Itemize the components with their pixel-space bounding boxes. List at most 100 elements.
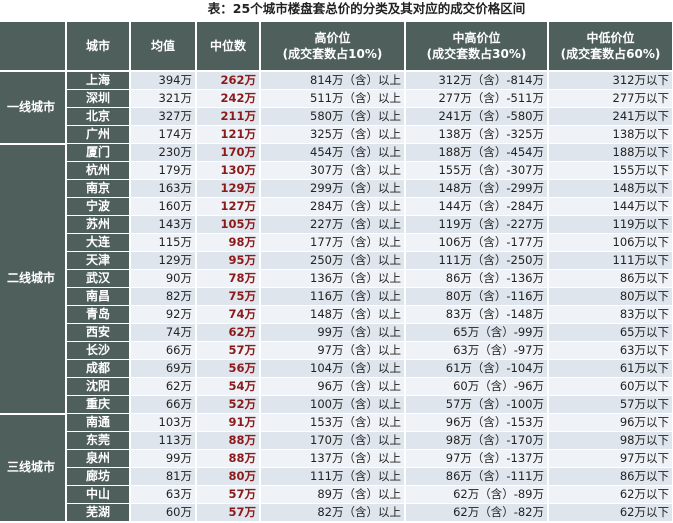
midlow-price-cell: 188万以下 — [548, 143, 673, 162]
mean-cell: 103万 — [130, 413, 197, 432]
table-row: 长沙 66万 57万 97万（含）以上 63万（含）-97万 63万以下 — [0, 341, 673, 360]
header-tier — [0, 22, 67, 70]
midlow-price-cell: 80万以下 — [548, 287, 673, 306]
city-cell: 东莞 — [66, 431, 131, 450]
city-cell: 青岛 — [66, 305, 131, 324]
midlow-price-cell: 60万以下 — [548, 377, 673, 396]
high-price-cell: 284万（含）以上 — [260, 197, 406, 216]
midhigh-price-cell: 312万（含）-814万 — [405, 72, 549, 90]
mean-cell: 66万 — [130, 341, 197, 360]
high-price-cell: 104万（含）以上 — [260, 359, 406, 378]
table-row: 成都 69万 56万 104万（含）以上 61万（含）-104万 61万以下 — [0, 359, 673, 378]
midlow-price-cell: 61万以下 — [548, 359, 673, 378]
header-high-sub: (成交套数占10%) — [282, 47, 383, 61]
table-row: 中山 63万 57万 89万（含）以上 62万（含）-89万 62万以下 — [0, 485, 673, 504]
midhigh-price-cell: 63万（含）-97万 — [405, 341, 549, 360]
midlow-price-cell: 98万以下 — [548, 431, 673, 450]
midlow-price-cell: 277万以下 — [548, 89, 673, 108]
high-price-cell: 111万（含）以上 — [260, 467, 406, 486]
median-cell: 262万 — [196, 72, 261, 90]
midhigh-price-cell: 155万（含）-307万 — [405, 161, 549, 180]
city-cell: 西安 — [66, 323, 131, 342]
midlow-price-cell: 86万以下 — [548, 269, 673, 288]
median-cell: 57万 — [196, 485, 261, 504]
table-row: 杭州 179万 130万 307万（含）以上 155万（含）-307万 155万以下 — [0, 161, 673, 180]
high-price-cell: 814万（含）以上 — [260, 72, 406, 90]
high-price-cell: 116万（含）以上 — [260, 287, 406, 306]
mean-cell: 82万 — [130, 287, 197, 306]
city-cell: 大连 — [66, 233, 131, 252]
median-cell: 105万 — [196, 215, 261, 234]
mean-cell: 60万 — [130, 503, 197, 522]
median-cell: 91万 — [196, 413, 261, 432]
median-cell: 95万 — [196, 251, 261, 270]
high-price-cell: 170万（含）以上 — [260, 431, 406, 450]
midhigh-price-cell: 62万（含）-89万 — [405, 485, 549, 504]
header-city: 城市 — [66, 22, 131, 70]
midlow-price-cell: 148万以下 — [548, 179, 673, 198]
median-cell: 57万 — [196, 503, 261, 522]
median-cell: 130万 — [196, 161, 261, 180]
midlow-price-cell: 65万以下 — [548, 323, 673, 342]
high-price-cell: 307万（含）以上 — [260, 161, 406, 180]
median-cell: 54万 — [196, 377, 261, 396]
midlow-price-cell: 111万以下 — [548, 251, 673, 270]
mean-cell: 174万 — [130, 125, 197, 144]
median-cell: 127万 — [196, 197, 261, 216]
header-midlow-sub: (成交套数占60%) — [560, 47, 661, 61]
high-price-cell: 454万（含）以上 — [260, 143, 406, 162]
midhigh-price-cell: 144万（含）-284万 — [405, 197, 549, 216]
city-cell: 重庆 — [66, 395, 131, 414]
table-row: 青岛 92万 74万 148万（含）以上 83万（含）-148万 83万以下 — [0, 305, 673, 324]
midhigh-price-cell: 57万（含）-100万 — [405, 395, 549, 414]
median-cell: 62万 — [196, 323, 261, 342]
median-cell: 78万 — [196, 269, 261, 288]
high-price-cell: 96万（含）以上 — [260, 377, 406, 396]
high-price-cell: 325万（含）以上 — [260, 125, 406, 144]
midhigh-price-cell: 62万（含）-82万 — [405, 503, 549, 522]
midlow-price-cell: 83万以下 — [548, 305, 673, 324]
city-cell: 天津 — [66, 251, 131, 270]
midlow-price-cell: 155万以下 — [548, 161, 673, 180]
mean-cell: 321万 — [130, 89, 197, 108]
midhigh-price-cell: 106万（含）-177万 — [405, 233, 549, 252]
mean-cell: 230万 — [130, 143, 197, 162]
median-cell: 88万 — [196, 449, 261, 468]
high-price-cell: 97万（含）以上 — [260, 341, 406, 360]
table-row: 苏州 143万 105万 227万（含）以上 119万（含）-227万 119万以下 — [0, 215, 673, 234]
midlow-price-cell: 241万以下 — [548, 107, 673, 126]
midhigh-price-cell: 60万（含）-96万 — [405, 377, 549, 396]
median-cell: 170万 — [196, 143, 261, 162]
high-price-cell: 250万（含）以上 — [260, 251, 406, 270]
midlow-price-cell: 96万以下 — [548, 413, 673, 432]
median-cell: 129万 — [196, 179, 261, 198]
median-cell: 242万 — [196, 89, 261, 108]
mean-cell: 90万 — [130, 269, 197, 288]
city-cell: 廊坊 — [66, 467, 131, 486]
header-midhigh-sub: (成交套数占30%) — [426, 47, 527, 61]
mean-cell: 113万 — [130, 431, 197, 450]
mean-cell: 63万 — [130, 485, 197, 504]
mean-cell: 74万 — [130, 323, 197, 342]
mean-cell: 327万 — [130, 107, 197, 126]
high-price-cell: 82万（含）以上 — [260, 503, 406, 522]
mean-cell: 160万 — [130, 197, 197, 216]
median-cell: 57万 — [196, 341, 261, 360]
tier-cell: 二线城市 — [0, 143, 67, 415]
city-cell: 北京 — [66, 107, 131, 126]
table-row: 泉州 99万 88万 137万（含）以上 97万（含）-137万 97万以下 — [0, 449, 673, 468]
midhigh-price-cell: 277万（含）-511万 — [405, 89, 549, 108]
mean-cell: 163万 — [130, 179, 197, 198]
mean-cell: 143万 — [130, 215, 197, 234]
midhigh-price-cell: 61万（含）-104万 — [405, 359, 549, 378]
midlow-price-cell: 312万以下 — [548, 72, 673, 90]
high-price-cell: 136万（含）以上 — [260, 269, 406, 288]
midlow-price-cell: 86万以下 — [548, 467, 673, 486]
midlow-price-cell: 97万以下 — [548, 449, 673, 468]
tier-cell: 一线城市 — [0, 72, 67, 145]
table-row: 沈阳 62万 54万 96万（含）以上 60万（含）-96万 60万以下 — [0, 377, 673, 396]
midhigh-price-cell: 188万（含）-454万 — [405, 143, 549, 162]
table-row: 二线城市 厦门 230万 170万 454万（含）以上 188万（含）-454万 188万以… — [0, 143, 673, 415]
midhigh-price-cell: 111万（含）-250万 — [405, 251, 549, 270]
mean-cell: 115万 — [130, 233, 197, 252]
